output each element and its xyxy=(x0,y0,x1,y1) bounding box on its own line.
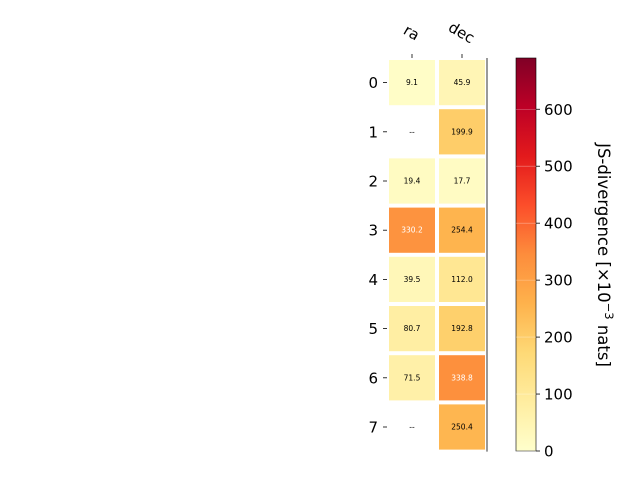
heatmap-cell-4-dec xyxy=(439,256,485,302)
cell-value-label: -- xyxy=(409,127,415,136)
cell-value-label: 80.7 xyxy=(404,324,421,333)
cell-value-label: 250.4 xyxy=(451,423,473,432)
heatmap-cell-2-ra xyxy=(389,158,435,204)
colorbar-tick-label: 400 xyxy=(544,215,573,233)
row-labels: 0 1 2 3 4 5 6 7 xyxy=(368,74,387,437)
column-label-dec: dec xyxy=(445,18,477,47)
row-label-2: 2 xyxy=(368,173,378,191)
heatmap-cell-0-dec xyxy=(439,60,485,106)
column-label-ra: ra xyxy=(400,21,422,44)
cell-value-label: 254.4 xyxy=(451,226,473,235)
cell-value-label: 330.2 xyxy=(401,226,423,235)
row-label-3: 3 xyxy=(368,222,378,240)
heatmap-cell-5-dec xyxy=(439,306,485,352)
heatmap-cell-1-dec xyxy=(439,109,485,155)
colorbar-label-main: JS-divergence [×10 xyxy=(594,142,613,303)
row-label-1: 1 xyxy=(368,123,378,141)
row-label-6: 6 xyxy=(368,369,378,387)
colorbar-gradient xyxy=(515,57,537,452)
colorbar-label-unit: nats] xyxy=(594,320,613,367)
row-label-0: 0 xyxy=(368,74,378,92)
cell-value-label: 9.1 xyxy=(406,78,418,87)
column-labels: ra dec xyxy=(400,18,478,58)
cell-value-label: 71.5 xyxy=(404,373,421,382)
cell-value-label: 39.5 xyxy=(404,275,421,284)
colorbar-label-exponent: −3 xyxy=(602,303,616,320)
colorbar-tick-label: 600 xyxy=(544,101,573,119)
colorbar-ticks: 0 100 200 300 400 500 600 xyxy=(516,101,573,461)
colorbar-tick-label: 300 xyxy=(544,272,573,290)
colorbar-tick-label: 0 xyxy=(544,443,554,461)
row-label-7: 7 xyxy=(368,419,378,437)
cell-value-label: 45.9 xyxy=(454,78,471,87)
heatmap-cell-3-ra xyxy=(389,207,435,253)
heatmap-cell-6-ra xyxy=(389,355,435,401)
heatmap-cells: 9.1 45.9 -- 199.9 19.4 17.7 330.2 254.4 39.5 112.… xyxy=(389,60,485,450)
cell-value-label: 17.7 xyxy=(454,177,471,186)
cell-value-label: 19.4 xyxy=(404,177,421,186)
cell-value-label: 338.8 xyxy=(451,373,473,382)
colorbar-tick-label: 200 xyxy=(544,329,573,347)
cell-value-label: 192.8 xyxy=(451,324,473,333)
heatmap-cell-7-dec xyxy=(439,404,485,450)
cell-value-label: 199.9 xyxy=(451,127,473,136)
heatmap-cell-0-ra xyxy=(389,60,435,106)
cell-value-label: -- xyxy=(409,423,415,432)
colorbar: 0 100 200 300 400 500 600 JS-divergence [×10−3… xyxy=(515,57,616,461)
row-label-5: 5 xyxy=(368,320,378,338)
colorbar-tick-label: 500 xyxy=(544,158,573,176)
cell-value-label: 112.0 xyxy=(451,275,473,284)
heatmap-cell-6-dec xyxy=(439,355,485,401)
row-label-4: 4 xyxy=(368,271,378,289)
heatmap-cell-2-dec xyxy=(439,158,485,204)
heatmap-cell-4-ra xyxy=(389,256,435,302)
heatmap-cell-5-ra xyxy=(389,306,435,352)
colorbar-tick-label: 100 xyxy=(544,386,573,404)
colorbar-label: JS-divergence [×10−3 nats] xyxy=(594,142,616,367)
heatmap-cell-3-dec xyxy=(439,207,485,253)
